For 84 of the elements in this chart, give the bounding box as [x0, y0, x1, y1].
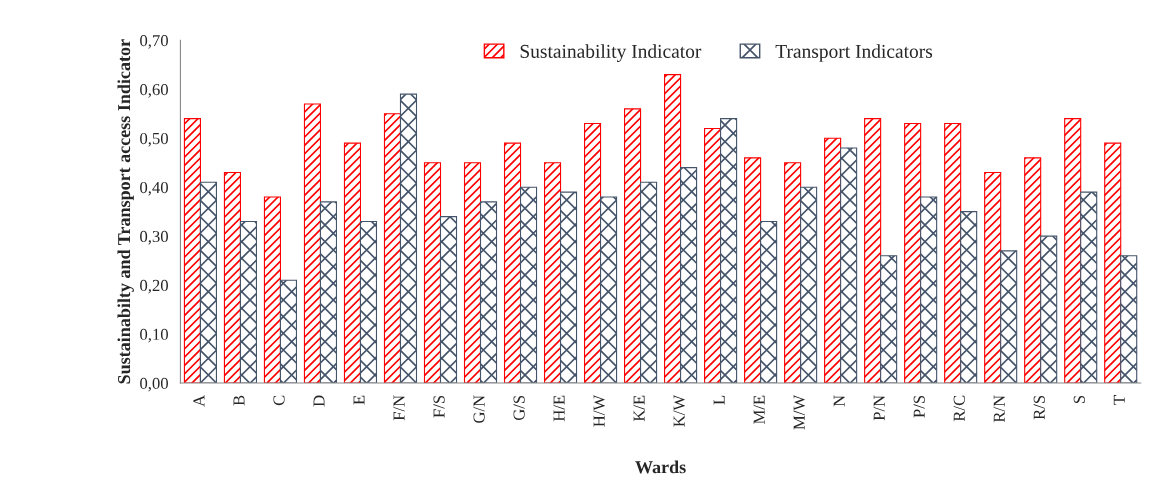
bar	[640, 181, 658, 384]
x-tick-label: K/E	[633, 395, 645, 422]
y-tick-label: 0,50	[140, 132, 168, 147]
bar	[720, 118, 738, 384]
bar	[1000, 250, 1018, 384]
bar	[343, 142, 362, 384]
bar	[1024, 157, 1042, 384]
y-tick-label: 0,60	[140, 83, 168, 98]
bar	[760, 220, 778, 384]
x-axis-title: Wards	[635, 460, 686, 474]
bar	[800, 186, 818, 384]
x-tick-label: M/W	[793, 394, 805, 430]
y-tick-label: 0,20	[140, 279, 168, 294]
x-tick-label: G/N	[473, 395, 485, 423]
y-tick-label: 0,10	[140, 328, 168, 343]
x-tick-label: S	[1073, 395, 1085, 403]
bar	[383, 113, 402, 384]
bar	[1064, 118, 1082, 384]
bar	[1080, 191, 1098, 384]
x-tick-label: R/C	[953, 395, 965, 422]
bar	[1040, 235, 1058, 384]
bar	[519, 186, 538, 384]
x-tick-label: H/E	[553, 395, 565, 422]
legend-label: Sustainability Indicator	[520, 44, 702, 62]
bar	[864, 118, 882, 384]
bar	[239, 220, 257, 384]
x-tick-label: K/W	[673, 394, 685, 427]
bar	[279, 279, 298, 384]
bar	[559, 191, 578, 384]
bar	[920, 196, 938, 384]
bar	[183, 118, 201, 384]
x-tick-label: A	[193, 394, 205, 407]
bar	[479, 201, 498, 384]
bar	[359, 220, 378, 384]
bar	[904, 122, 922, 384]
x-tick-label: E	[353, 395, 365, 405]
bar	[784, 162, 802, 384]
bar	[880, 255, 898, 384]
bar	[399, 93, 418, 384]
y-tick-label: 0,70	[140, 35, 168, 49]
x-tick-label: H/W	[593, 394, 605, 427]
y-tick-label: 0,30	[140, 230, 168, 245]
bar	[599, 196, 618, 384]
x-tick-label: C	[273, 395, 285, 406]
x-tick-label: G/S	[513, 395, 525, 421]
bar	[1104, 142, 1122, 384]
bar	[1120, 255, 1138, 384]
x-tick-label: F/S	[433, 395, 445, 418]
x-tick-label: F/N	[393, 395, 405, 421]
x-tick-label: B	[233, 395, 245, 406]
bar	[263, 196, 282, 384]
x-tick-label: N	[833, 395, 845, 407]
y-tick-label: 0,40	[140, 181, 168, 196]
x-tick-label: R/N	[993, 395, 1005, 423]
x-tick-label: D	[313, 395, 325, 407]
y-tick-label: 0,00	[140, 377, 168, 392]
bar	[704, 127, 722, 384]
x-tick-label: P/S	[913, 395, 925, 418]
bar	[583, 122, 602, 384]
x-tick-label: R/S	[1033, 395, 1045, 420]
bar	[944, 122, 962, 384]
bar	[680, 167, 698, 384]
bar	[439, 216, 458, 384]
x-tick-label: P/N	[873, 395, 885, 421]
bar	[664, 74, 682, 384]
x-tick-label: L	[713, 395, 725, 405]
y-axis-title: Sustainabilty and Transport access Indicator	[117, 39, 134, 384]
bar	[423, 162, 442, 384]
bar	[223, 171, 241, 384]
bar	[960, 211, 978, 384]
bar	[824, 137, 842, 384]
bar	[199, 181, 217, 384]
x-tick-label: T	[1113, 395, 1125, 405]
bar	[984, 171, 1002, 384]
bar	[840, 147, 858, 384]
bar	[503, 142, 522, 384]
bar	[463, 162, 482, 384]
bar	[624, 108, 642, 384]
bar	[319, 201, 338, 384]
bar	[543, 162, 562, 384]
x-tick-label: M/E	[753, 395, 765, 424]
legend-label: Transport Indicators	[775, 44, 933, 62]
bar	[744, 157, 762, 384]
bar	[303, 103, 322, 384]
